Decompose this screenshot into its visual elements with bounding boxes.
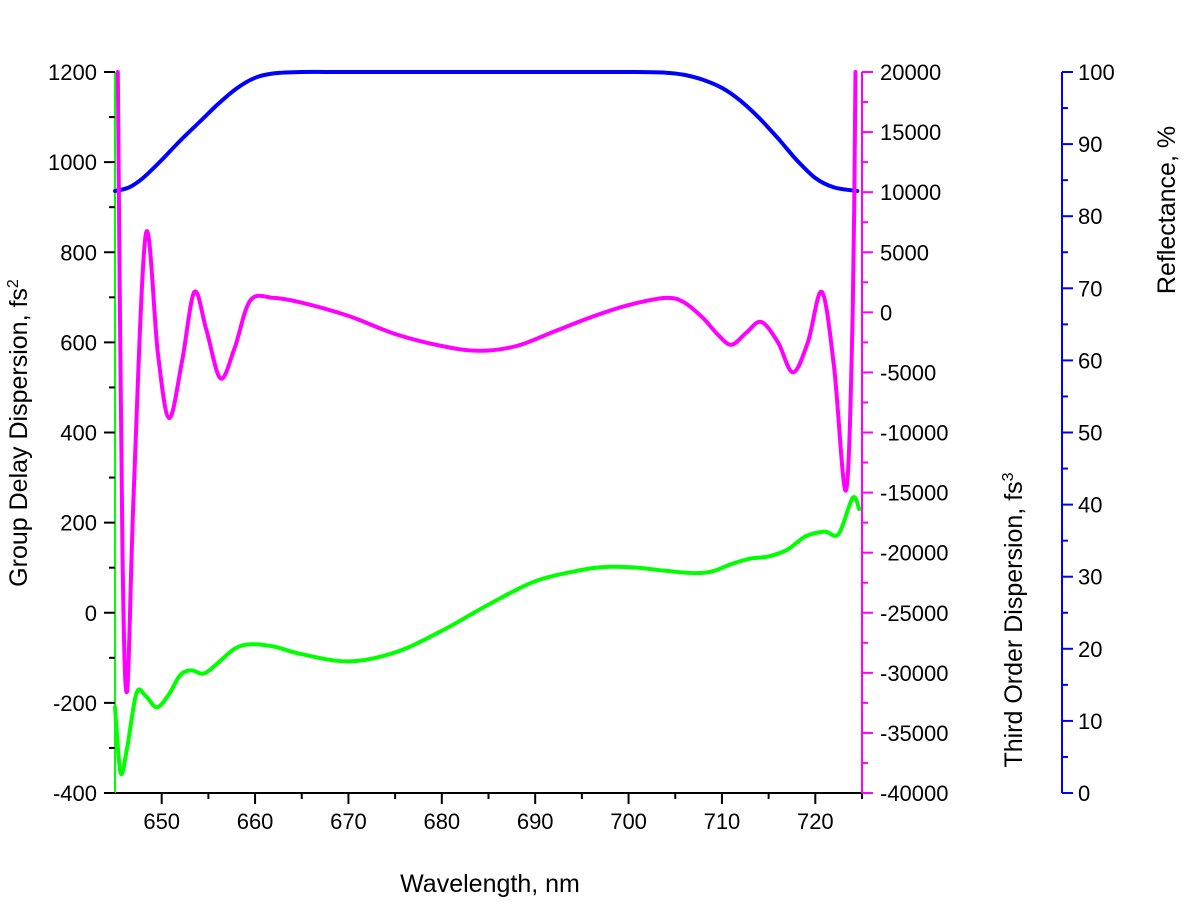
- tod-tick-label: -15000: [880, 481, 949, 506]
- reflectance-tick-label: 30: [1078, 565, 1102, 590]
- x-tick-label: 650: [143, 809, 180, 834]
- tod-series-line: [115, 70, 858, 695]
- x-tick-label: 680: [423, 809, 460, 834]
- tod-tick-label: -35000: [880, 721, 949, 746]
- gdd-tick-label: 600: [60, 330, 97, 355]
- reflectance-tick-label: 60: [1078, 348, 1102, 373]
- tod-tick-label: 15000: [880, 120, 941, 145]
- tod-tick-label: -40000: [880, 781, 949, 806]
- tod-axis-title-text: Third Order Dispersion, fs: [1000, 481, 1028, 767]
- tod-tick-label: -20000: [880, 541, 949, 566]
- gdd-tick-label: -200: [53, 691, 97, 716]
- reflectance-tick-label: 20: [1078, 637, 1102, 662]
- gdd-tick-label: 800: [60, 240, 97, 265]
- series-layer: [113, 69, 862, 777]
- reflectance-tick-label: 80: [1078, 204, 1102, 229]
- tod-tick-label: 0: [880, 300, 892, 325]
- reflectance-tick-label: 0: [1078, 781, 1090, 806]
- x-tick-label: 670: [330, 809, 367, 834]
- tod-tick-label: 10000: [880, 180, 941, 205]
- gdd-axis-title: Group Delay Dispersion, fs2: [5, 279, 33, 587]
- gdd-tick-label: -400: [53, 781, 97, 806]
- tod-tick-label: 20000: [880, 60, 941, 85]
- x-tick-label: 690: [517, 809, 554, 834]
- tod-tick-label: -25000: [880, 601, 949, 626]
- tod-axis-title-sup: 3: [1000, 472, 1017, 481]
- gdd-tick-label: 400: [60, 421, 97, 446]
- reflectance-tick-label: 70: [1078, 276, 1102, 301]
- axes-layer: 650 660 670 680 690 700 710 720-400-20002004006…: [48, 60, 1115, 834]
- tod-tick-label: -5000: [880, 360, 936, 385]
- tod-tick-label: -10000: [880, 421, 949, 446]
- gdd-axis-title-text: Group Delay Dispersion, fs: [5, 288, 33, 587]
- x-tick-label: 720: [797, 809, 834, 834]
- tod-tick-label: 5000: [880, 240, 929, 265]
- gdd-tick-label: 1000: [48, 150, 97, 175]
- reflectance-tick-label: 90: [1078, 132, 1102, 157]
- x-tick-label: 660: [237, 809, 274, 834]
- reflectance-series-line: [113, 69, 860, 193]
- x-tick-label: 700: [610, 809, 647, 834]
- reflectance-tick-label: 100: [1078, 60, 1115, 85]
- gdd-tick-label: 1200: [48, 60, 97, 85]
- gdd-series-line: [113, 495, 862, 777]
- reflectance-tick-label: 50: [1078, 421, 1102, 446]
- gdd-axis-title-sup: 2: [5, 279, 22, 288]
- gdd-tick-label: 0: [85, 601, 97, 626]
- tod-tick-label: -30000: [880, 661, 949, 686]
- x-tick-label: 710: [704, 809, 741, 834]
- x-axis-title: Wavelength, nm: [400, 870, 580, 898]
- reflectance-tick-label: 10: [1078, 709, 1102, 734]
- gdd-tick-label: 200: [60, 511, 97, 536]
- reflectance-axis-title: Reflectance, %: [1153, 126, 1181, 294]
- tod-axis-title: Third Order Dispersion, fs3: [1000, 472, 1028, 767]
- reflectance-tick-label: 40: [1078, 493, 1102, 518]
